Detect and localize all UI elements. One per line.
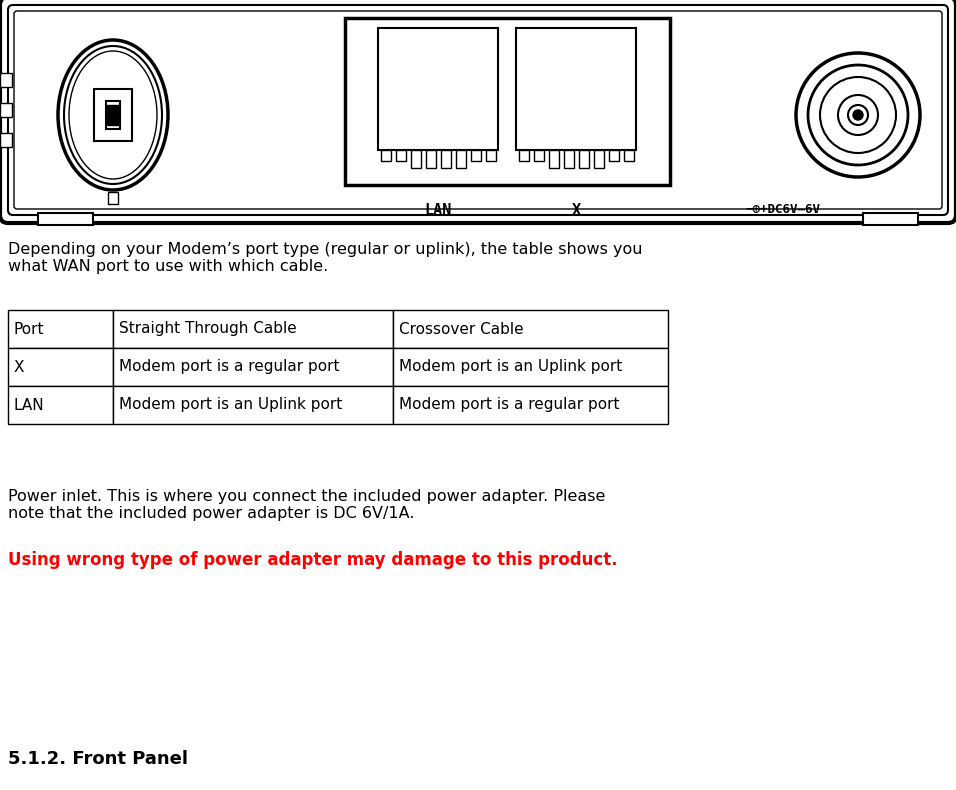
Bar (516, 28, 637, 150)
Text: Crossover Cable: Crossover Cable (399, 322, 524, 337)
Bar (393, 310, 668, 348)
Ellipse shape (64, 46, 162, 184)
Bar (380, 150, 391, 161)
Bar (578, 150, 589, 168)
Bar (106, 101, 120, 129)
Text: Depending on your Modem’s port type (regular or uplink), the table shows you
wha: Depending on your Modem’s port type (reg… (8, 242, 642, 274)
Bar (107, 105, 119, 125)
Circle shape (848, 105, 868, 125)
Bar (519, 150, 530, 161)
Bar (594, 150, 604, 168)
Bar (8, 348, 113, 386)
Bar (486, 150, 496, 161)
Bar (396, 150, 406, 161)
Text: LAN: LAN (14, 397, 45, 412)
Ellipse shape (69, 51, 157, 179)
Bar (470, 150, 481, 161)
Bar (113, 310, 393, 348)
Bar (113, 386, 393, 424)
Bar (379, 28, 498, 150)
Bar (38, 213, 93, 225)
Text: Using wrong type of power adapter may damage to this product.: Using wrong type of power adapter may da… (8, 551, 618, 569)
Bar (113, 348, 393, 386)
Bar (623, 150, 634, 161)
Text: Port: Port (14, 322, 45, 337)
Text: Modem port is an Uplink port: Modem port is an Uplink port (399, 359, 622, 374)
Text: 5.1.2. Front Panel: 5.1.2. Front Panel (8, 750, 188, 768)
Bar (564, 150, 575, 168)
Text: LAN: LAN (424, 203, 452, 218)
FancyBboxPatch shape (0, 0, 956, 223)
Bar (94, 89, 132, 141)
Text: Modem port is an Uplink port: Modem port is an Uplink port (119, 397, 342, 412)
Bar (0, 73, 12, 87)
Bar (863, 213, 918, 225)
Bar (533, 150, 544, 161)
Text: Straight Through Cable: Straight Through Cable (119, 322, 296, 337)
Text: Power inlet. This is where you connect the included power adapter. Please
note t: Power inlet. This is where you connect t… (8, 489, 605, 521)
Circle shape (808, 65, 908, 165)
Text: X: X (14, 359, 25, 374)
Circle shape (838, 95, 878, 135)
Ellipse shape (58, 40, 168, 190)
Bar (0, 133, 12, 147)
Bar (609, 150, 619, 161)
Bar (425, 150, 436, 168)
Bar (393, 386, 668, 424)
Bar (393, 348, 668, 386)
Circle shape (796, 53, 920, 177)
Bar (8, 310, 113, 348)
Bar (345, 18, 670, 185)
Circle shape (820, 77, 896, 153)
Text: Modem port is a regular port: Modem port is a regular port (399, 397, 619, 412)
Text: −⊕+DC6V–6V: −⊕+DC6V–6V (746, 203, 820, 216)
Bar (411, 150, 422, 168)
Text: X: X (572, 203, 581, 218)
Bar (108, 192, 118, 204)
Bar (549, 150, 559, 168)
FancyBboxPatch shape (14, 11, 942, 209)
Bar (456, 150, 467, 168)
Bar (8, 386, 113, 424)
Circle shape (853, 110, 863, 120)
Bar (0, 103, 12, 117)
FancyBboxPatch shape (8, 5, 948, 215)
Bar (441, 150, 451, 168)
Text: Modem port is a regular port: Modem port is a regular port (119, 359, 339, 374)
